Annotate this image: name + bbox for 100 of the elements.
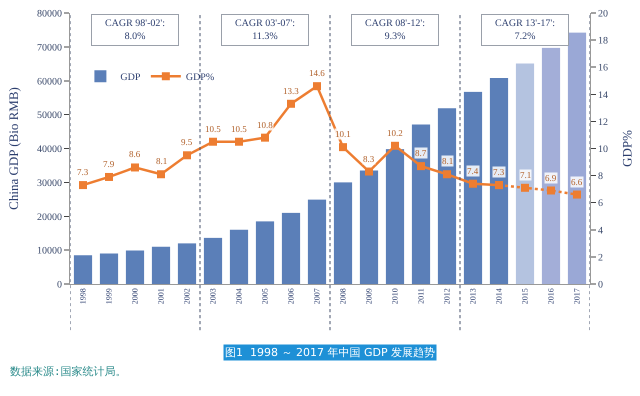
bar bbox=[490, 78, 508, 284]
data-label: 7.9 bbox=[103, 159, 115, 169]
point bbox=[79, 181, 87, 190]
data-label: 7.1 bbox=[520, 170, 532, 180]
bar bbox=[100, 254, 118, 284]
data-label: 8.1 bbox=[442, 156, 454, 166]
y-tick-label: 50000 bbox=[37, 110, 62, 122]
bar bbox=[464, 92, 482, 284]
band-label: CAGR 13'-17': 7.2% bbox=[495, 18, 555, 42]
y-tick-label: 80000 bbox=[37, 8, 62, 20]
bar bbox=[126, 250, 144, 284]
x-tick-label: 2016 bbox=[546, 288, 556, 304]
x-tick-label: 2011 bbox=[416, 288, 426, 304]
data-label: 10.5 bbox=[231, 124, 248, 134]
data-label: 8.6 bbox=[129, 149, 141, 159]
data-label: 13.3 bbox=[283, 86, 300, 96]
data-label: 10.1 bbox=[335, 129, 351, 139]
x-tick-label: 2010 bbox=[390, 288, 400, 304]
legend-label: GDP bbox=[120, 72, 141, 84]
point bbox=[287, 100, 295, 108]
band-label: CAGR 08'-12': 9.3% bbox=[365, 18, 425, 42]
bar bbox=[256, 221, 274, 284]
y2-tick-label: 8 bbox=[598, 171, 603, 182]
y-tick-label: 30000 bbox=[37, 178, 62, 189]
data-label: 9.5 bbox=[181, 137, 193, 147]
y-tick-label: 10000 bbox=[37, 246, 62, 257]
y2-tick-label: 12 bbox=[598, 116, 608, 128]
bar bbox=[204, 238, 222, 284]
x-tick-label: 2007 bbox=[312, 288, 322, 304]
point bbox=[313, 82, 321, 90]
y-tick-label: 70000 bbox=[37, 42, 62, 54]
bar bbox=[438, 108, 456, 284]
data-label: 14.6 bbox=[309, 68, 326, 78]
data-label: 10.5 bbox=[205, 124, 222, 134]
data-label: 10.2 bbox=[387, 128, 403, 138]
data-label: 7.3 bbox=[493, 167, 505, 177]
x-tick-label: 2014 bbox=[494, 288, 504, 304]
data-label: 10.8 bbox=[257, 120, 274, 130]
bar bbox=[386, 149, 404, 284]
bar bbox=[74, 255, 92, 284]
y2-tick-label: 0 bbox=[598, 280, 603, 290]
point bbox=[495, 181, 503, 190]
band-label: CAGR 98'-02': 8.0% bbox=[105, 18, 165, 42]
point bbox=[157, 170, 165, 178]
data-label: 8.7 bbox=[415, 148, 427, 158]
y2-tick-label: 10 bbox=[598, 144, 608, 155]
y2-axis-title: GDP% bbox=[620, 130, 635, 167]
bar bbox=[282, 212, 300, 284]
y2-tick-label: 14 bbox=[598, 90, 608, 101]
bar bbox=[152, 246, 170, 284]
x-tick-label: 2006 bbox=[286, 288, 296, 304]
point bbox=[339, 143, 347, 152]
text: 图1 1998 ～ 2017 年中国 GDP 发展趋势 bbox=[225, 346, 436, 359]
bar bbox=[412, 124, 430, 284]
point bbox=[391, 142, 399, 150]
bar bbox=[360, 170, 378, 284]
x-tick-label: 2000 bbox=[130, 288, 140, 304]
band-label: CAGR 03'-07': 11.3% bbox=[235, 18, 295, 42]
y-tick-label: 60000 bbox=[37, 76, 62, 88]
data-label: 6.6 bbox=[571, 177, 583, 187]
data-label: 6.9 bbox=[545, 173, 557, 183]
data-label: 7.3 bbox=[77, 167, 89, 177]
point bbox=[417, 162, 425, 170]
bar bbox=[334, 182, 352, 284]
point bbox=[573, 190, 581, 199]
x-tick-label: 2008 bbox=[338, 288, 348, 304]
legend-label: GDP% bbox=[186, 72, 214, 84]
x-tick-label: 2004 bbox=[234, 288, 244, 304]
y-axis-title: China GDP (Bio RMB) bbox=[6, 87, 21, 210]
source-note: 数据来源:国家统计局。 bbox=[10, 365, 127, 378]
y2-tick-label: 18 bbox=[598, 36, 608, 47]
bar bbox=[230, 230, 248, 284]
x-tick-label: 2002 bbox=[182, 288, 192, 304]
point bbox=[469, 180, 477, 188]
data-label: 8.1 bbox=[156, 156, 168, 166]
x-tick-label: 2017 bbox=[572, 288, 582, 304]
bar bbox=[516, 63, 534, 284]
data-label: 8.3 bbox=[363, 154, 375, 164]
x-tick-label: 1999 bbox=[104, 288, 114, 304]
x-tick-label: 2003 bbox=[208, 288, 218, 304]
point bbox=[183, 151, 191, 160]
x-tick-label: 2009 bbox=[364, 288, 374, 304]
x-tick-label: 2012 bbox=[442, 288, 452, 304]
point bbox=[131, 163, 139, 172]
y2-tick-label: 16 bbox=[598, 62, 608, 74]
bar bbox=[542, 48, 560, 284]
x-tick-label: 2015 bbox=[520, 288, 530, 304]
y2-tick-label: 6 bbox=[598, 198, 603, 210]
point bbox=[521, 184, 529, 192]
point bbox=[261, 134, 269, 142]
x-tick-label: 2013 bbox=[468, 288, 478, 304]
y-tick-label: 20000 bbox=[37, 212, 62, 223]
bar bbox=[308, 200, 326, 284]
y-tick-label: 0 bbox=[57, 280, 62, 290]
y2-tick-label: 4 bbox=[598, 225, 603, 236]
x-tick-label: 1998 bbox=[78, 288, 88, 304]
point bbox=[365, 168, 373, 176]
y2-tick-label: 20 bbox=[598, 8, 608, 20]
point bbox=[443, 170, 451, 178]
point bbox=[547, 186, 555, 195]
